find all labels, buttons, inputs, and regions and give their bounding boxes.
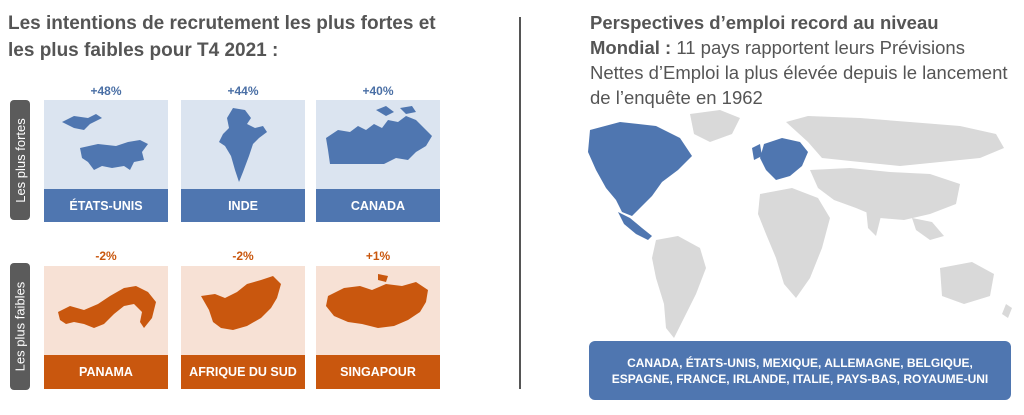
- card-panama: PANAMA: [44, 266, 168, 389]
- singapore-map-icon: [326, 274, 428, 328]
- canada-map-icon: [326, 106, 432, 164]
- value-usa: +48%: [90, 84, 122, 98]
- right-title: Perspectives d’emploi record au niveau M…: [590, 10, 1010, 110]
- value-south-africa: -2%: [232, 249, 254, 263]
- label-strongest: Les plus fortes: [10, 100, 30, 220]
- label-south-africa: AFRIQUE DU SUD: [181, 355, 305, 389]
- value-panama: -2%: [95, 249, 117, 263]
- label-usa: ÉTATS-UNIS: [44, 189, 168, 222]
- label-weakest: Les plus faibles: [10, 263, 30, 390]
- world-map-icon: [588, 110, 1012, 338]
- label-canada: CANADA: [316, 189, 440, 222]
- left-title: Les intentions de recrutement les plus f…: [8, 13, 436, 61]
- india-map-icon: [219, 108, 267, 182]
- record-countries-list: CANADA, ÉTATS-UNIS, MEXIQUE, ALLEMAGNE, …: [589, 341, 1011, 400]
- usa-map-icon: [62, 114, 148, 170]
- card-singapore: SINGAPOUR: [316, 266, 440, 389]
- value-canada: +40%: [362, 84, 394, 98]
- panama-map-icon: [58, 286, 156, 328]
- card-south-africa: AFRIQUE DU SUD: [181, 266, 305, 389]
- card-usa: ÉTATS-UNIS: [44, 100, 168, 222]
- right-title-rest: 11 pays rapportent leurs Prévisions Nett…: [590, 37, 1008, 108]
- divider: [519, 17, 521, 389]
- label-singapore: SINGAPOUR: [316, 355, 440, 389]
- card-india: INDE: [181, 100, 305, 222]
- label-india: INDE: [181, 189, 305, 222]
- value-india: +44%: [227, 84, 259, 98]
- right-title-bold: Perspectives d’emploi record au niveau M…: [590, 12, 939, 58]
- card-canada: CANADA: [316, 100, 440, 222]
- label-panama: PANAMA: [44, 355, 168, 389]
- value-singapore: +1%: [365, 249, 391, 263]
- south-africa-map-icon: [201, 276, 281, 330]
